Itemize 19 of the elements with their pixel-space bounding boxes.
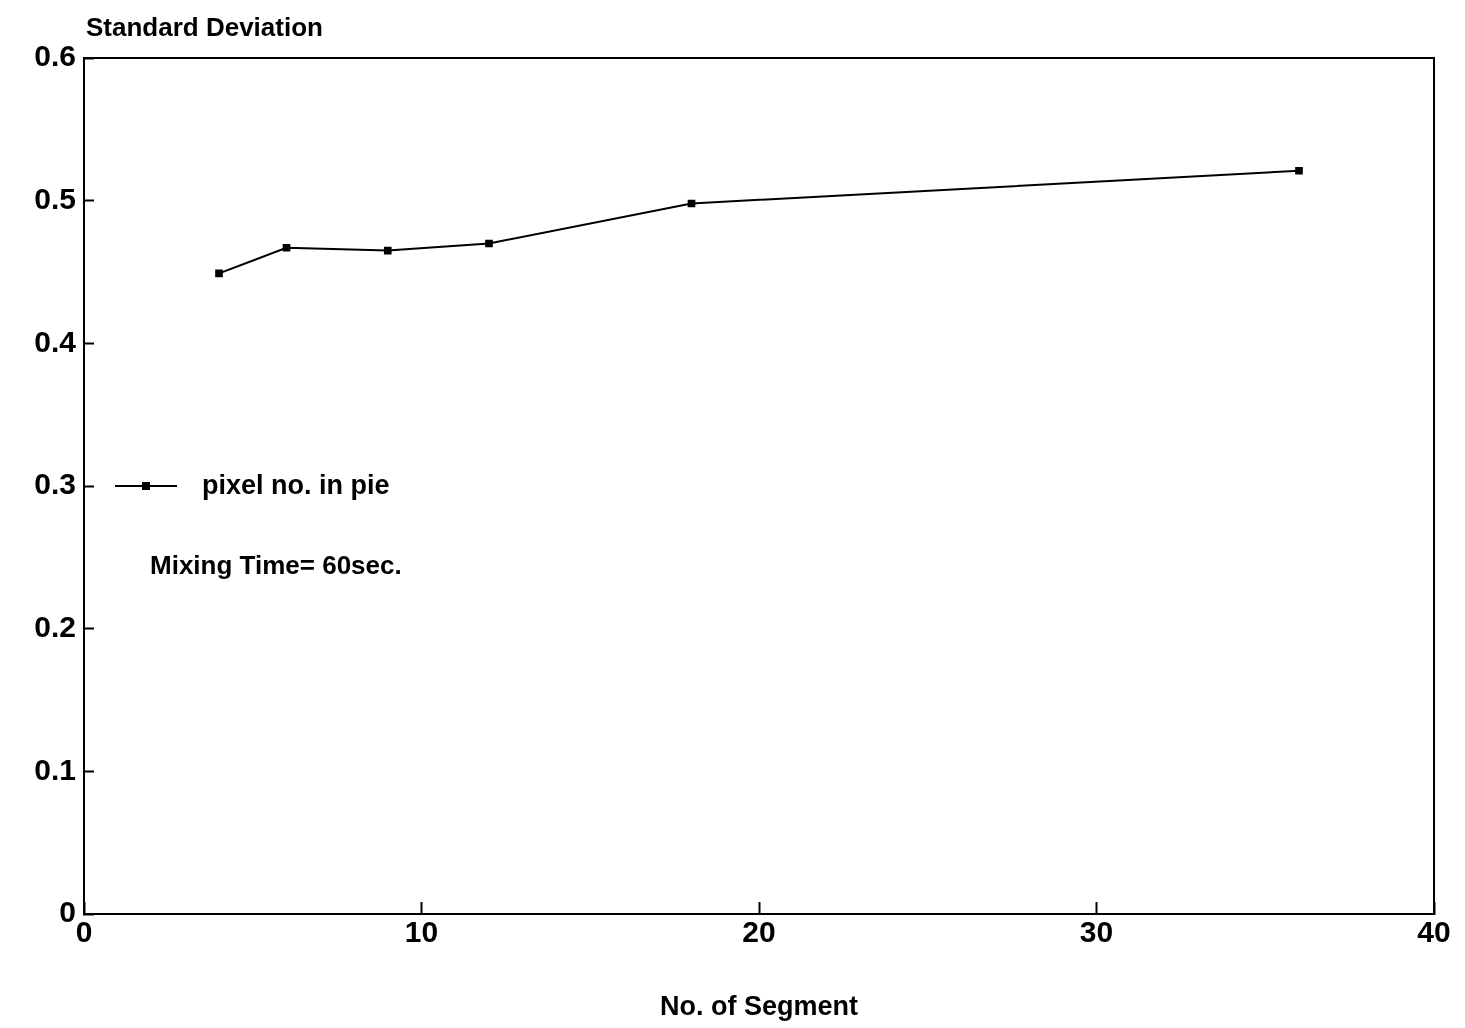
y-tick-label: 0.5 [34,181,76,215]
x-tick-label: 40 [1417,915,1451,949]
x-tick-label: 10 [404,915,439,949]
point [282,243,291,252]
point [215,269,223,278]
point [383,246,392,255]
x-tick-label: 20 [742,915,776,949]
y-tick-label: 0.1 [34,752,76,786]
y-tick-label: 0.4 [34,324,77,358]
annotation: Mixing Time= 60sec. [150,550,402,581]
x-axis-title: No. of Segment [659,991,859,1022]
legend-label: pixel no. in pie [202,470,390,501]
point [485,239,493,248]
x-tick-label: 30 [1079,915,1114,949]
point [1295,166,1303,175]
y-tick-label: 0.6 [34,39,76,73]
y-tick-label: 0.3 [34,467,76,501]
y-tick-label: 0.2 [34,609,76,643]
y-axis-title: Standard Deviation [86,12,323,43]
